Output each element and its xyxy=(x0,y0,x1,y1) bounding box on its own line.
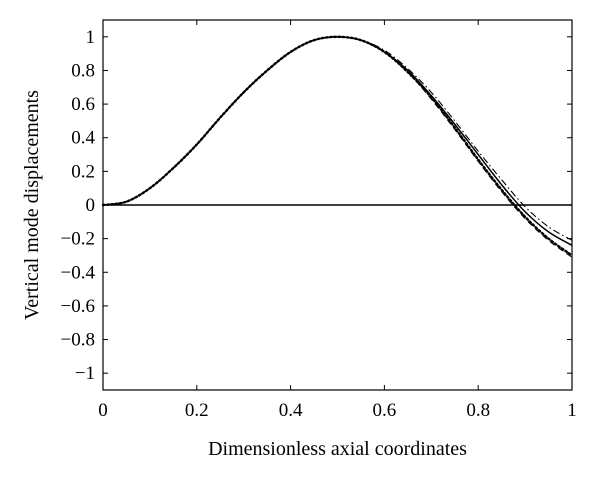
y-tick-label: −1 xyxy=(75,363,95,384)
tick-layer: 0 0.2 0.4 0.6 0.8 1 1 0.8 0.6 0.4 0.2 0 −0.2 −0.4 −0.6… xyxy=(61,20,577,421)
y-axis-title: Vertical mode displacements xyxy=(21,90,43,320)
series-line-dashdot xyxy=(102,36,573,241)
x-tick-label: 0 xyxy=(98,400,108,421)
x-tick-label: 0.6 xyxy=(373,400,397,421)
x-tick-label: 0.2 xyxy=(185,400,209,421)
y-tick-label: 0.6 xyxy=(71,94,95,115)
x-tick-label: 0.4 xyxy=(279,400,303,421)
series-line-dotted xyxy=(101,35,574,257)
series-line-solid xyxy=(102,36,573,247)
x-axis-title: Dimensionless axial coordinates xyxy=(208,438,467,460)
y-tick-label: 1 xyxy=(86,27,96,48)
y-tick-label: −0.6 xyxy=(61,296,95,317)
y-tick-label: 0.8 xyxy=(71,60,95,81)
x-tick-label: 0.8 xyxy=(466,400,490,421)
y-tick-label: −0.4 xyxy=(61,262,96,283)
x-tick-label: 1 xyxy=(567,400,577,421)
series-layer xyxy=(101,35,574,258)
y-tick-label: −0.8 xyxy=(61,330,95,351)
y-tick-label: 0.2 xyxy=(71,161,95,182)
y-tick-label: 0.4 xyxy=(71,128,95,149)
plot-frame xyxy=(102,19,573,391)
series-line-dashed xyxy=(102,36,573,258)
y-tick-label: −0.2 xyxy=(61,229,95,250)
y-tick-label: 0 xyxy=(86,195,96,216)
